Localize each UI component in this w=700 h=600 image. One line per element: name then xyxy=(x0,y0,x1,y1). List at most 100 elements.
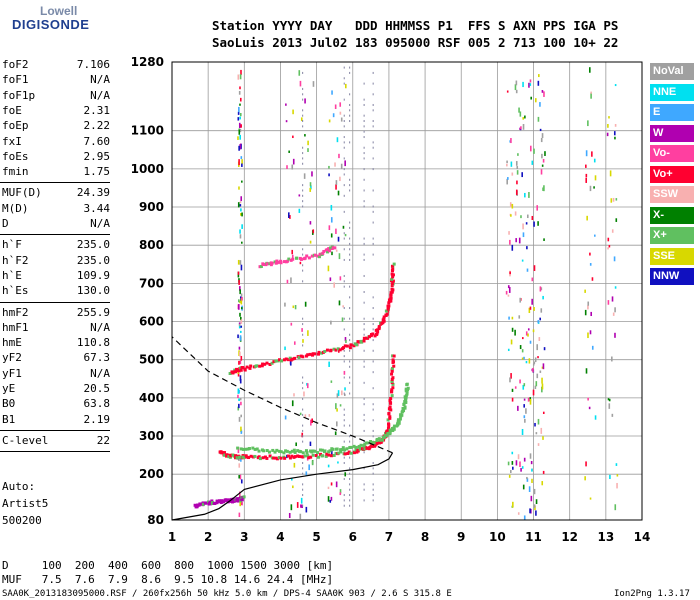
param-row: foEp 2.22 xyxy=(2,119,110,134)
interference-dot xyxy=(343,184,345,187)
trace-echo xyxy=(391,267,395,271)
trace-echo xyxy=(247,447,251,451)
noise-echo xyxy=(237,202,240,208)
interference-dot xyxy=(372,189,374,192)
interference-dot xyxy=(363,328,365,331)
noise-echo xyxy=(295,442,297,447)
noise-echo xyxy=(237,117,240,121)
trace-echo xyxy=(390,282,394,286)
noise-echo xyxy=(309,441,312,447)
noise-echo xyxy=(240,457,242,462)
noise-echo xyxy=(515,460,518,466)
trace-echo xyxy=(193,503,197,507)
legend-item: X- xyxy=(650,206,694,224)
trace-echo xyxy=(325,248,329,252)
param-name: M(D) xyxy=(2,201,29,215)
interference-dot xyxy=(349,360,351,363)
noise-echo xyxy=(510,161,513,167)
interference-dot xyxy=(343,136,345,139)
header-labels: Station YYYY DAY DDD HHMMSS P1 FFS S AXN… xyxy=(212,18,619,33)
noise-echo xyxy=(531,215,534,220)
trace-echo xyxy=(321,454,325,458)
noise-echo xyxy=(239,501,241,507)
noise-echo xyxy=(541,90,544,93)
interference-dot xyxy=(302,109,304,112)
interference-dot xyxy=(343,120,345,123)
noise-echo xyxy=(523,383,526,387)
interference-dot xyxy=(343,274,345,277)
trace-echo xyxy=(333,246,337,250)
trace-echo xyxy=(387,425,391,429)
noise-echo xyxy=(338,253,341,260)
trace-echo xyxy=(299,257,303,261)
interference-dot xyxy=(349,435,351,438)
noise-echo xyxy=(540,137,543,143)
noise-echo xyxy=(529,83,532,86)
noise-echo xyxy=(305,506,308,513)
interference-dot xyxy=(372,242,374,245)
trace-echo xyxy=(259,264,263,268)
noise-echo xyxy=(541,133,544,139)
trace-echo xyxy=(327,247,331,251)
trace-echo xyxy=(389,291,393,295)
interference-dot xyxy=(302,483,304,486)
trace-echo xyxy=(385,434,389,438)
noise-echo xyxy=(237,271,240,275)
noise-echo xyxy=(608,116,610,119)
noise-echo xyxy=(240,479,243,484)
noise-echo xyxy=(241,159,243,165)
trace-echo xyxy=(258,364,262,368)
param-value: 24.39 xyxy=(76,186,110,200)
noise-echo xyxy=(609,170,612,177)
trace-echo xyxy=(242,495,246,499)
param-value: 67.3 xyxy=(83,351,111,365)
noise-echo xyxy=(584,309,587,316)
interference-dot xyxy=(372,360,374,363)
trace-echo xyxy=(287,257,291,261)
noise-echo xyxy=(512,501,514,508)
noise-echo xyxy=(542,470,545,474)
noise-echo xyxy=(541,164,544,167)
param-name: h`F2 xyxy=(2,253,29,267)
noise-echo xyxy=(614,307,616,313)
noise-echo xyxy=(508,474,511,478)
param-row: foF1 N/A xyxy=(2,73,110,88)
noise-echo xyxy=(343,370,346,375)
interference-dot xyxy=(349,333,351,336)
noise-echo xyxy=(306,382,308,386)
trace-echo xyxy=(362,336,366,340)
noise-echo xyxy=(337,236,340,242)
noise-echo xyxy=(239,116,241,120)
noise-echo xyxy=(237,74,240,80)
trace-echo xyxy=(306,454,310,458)
noise-echo xyxy=(332,113,335,118)
legend-item: SSE xyxy=(650,247,694,265)
trace-echo xyxy=(357,445,361,449)
interference-dot xyxy=(343,237,345,240)
noise-echo xyxy=(344,337,347,342)
trace-echo xyxy=(261,362,265,366)
y-tick-label: 500 xyxy=(139,353,164,367)
noise-echo xyxy=(611,296,614,302)
noise-echo xyxy=(309,240,312,244)
interference-dot xyxy=(302,467,304,470)
noise-echo xyxy=(519,111,522,117)
noise-echo xyxy=(517,153,519,156)
trace-echo xyxy=(213,501,217,505)
trace-echo xyxy=(272,360,276,364)
noise-echo xyxy=(285,120,288,123)
interference-dot xyxy=(363,451,365,454)
trace-echo xyxy=(390,272,394,276)
x-tick-label: 9 xyxy=(457,530,465,544)
noise-echo xyxy=(239,397,242,401)
trace-echo xyxy=(248,366,252,370)
trace-echo xyxy=(391,376,395,380)
interference-dot xyxy=(372,221,374,224)
interference-dot xyxy=(363,178,365,181)
trace-echo xyxy=(334,451,338,455)
trace-echo xyxy=(305,254,309,258)
noise-echo xyxy=(538,337,541,341)
noise-echo xyxy=(533,265,536,271)
interference-dot xyxy=(349,242,351,245)
noise-echo xyxy=(534,98,537,103)
